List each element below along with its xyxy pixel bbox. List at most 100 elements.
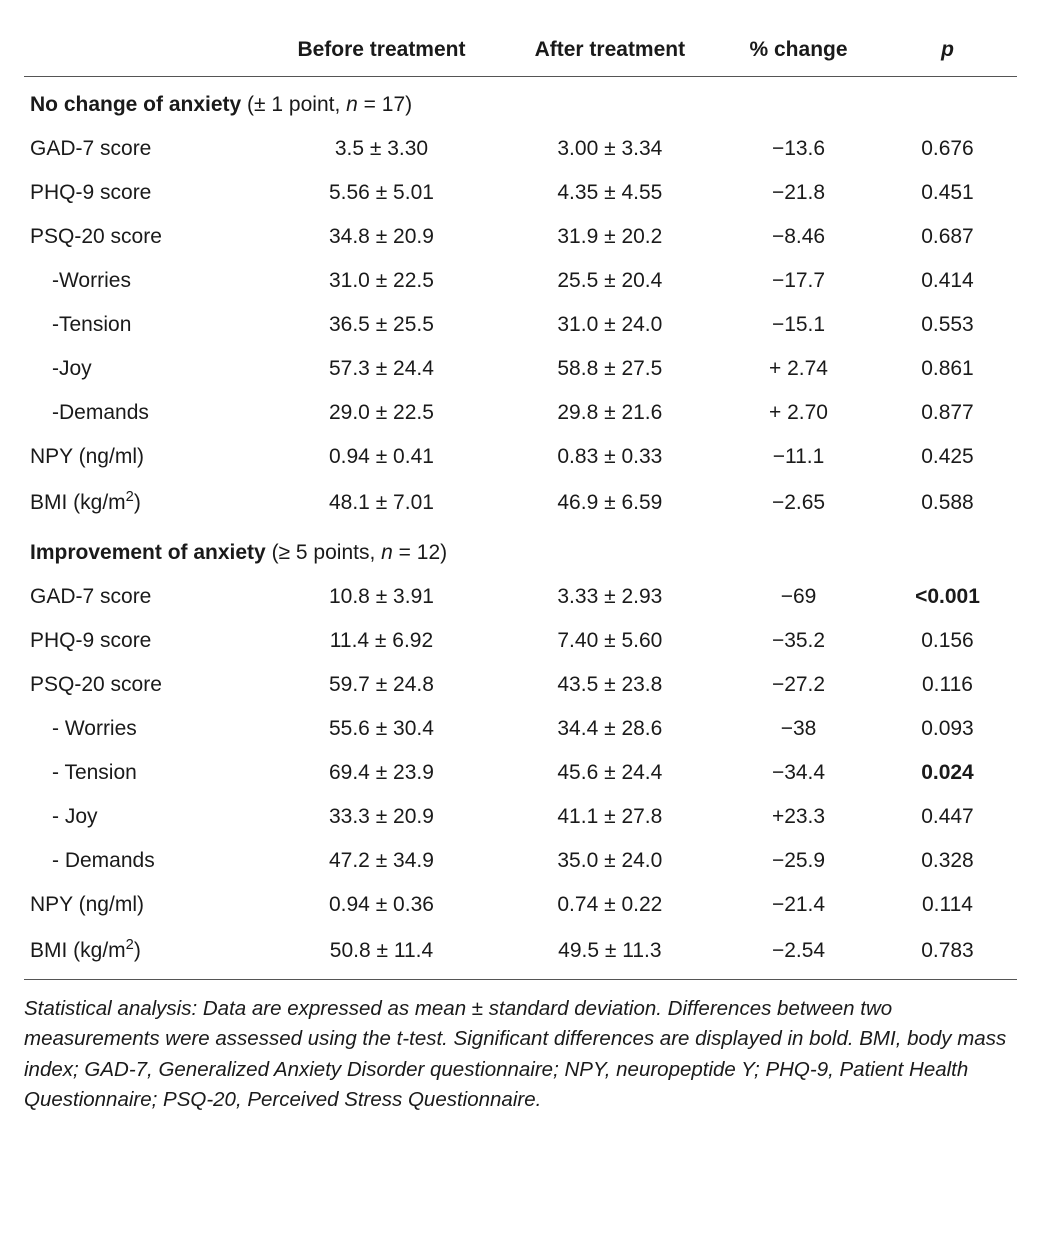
- cell-p: 0.877: [878, 391, 1017, 435]
- table-row: - Tension69.4 ± 23.945.6 ± 24.4−34.40.02…: [24, 751, 1017, 795]
- cell-p: <0.001: [878, 575, 1017, 619]
- cell-after: 29.8 ± 21.6: [501, 391, 719, 435]
- cell-before: 69.4 ± 23.9: [262, 751, 500, 795]
- row-label: - Worries: [24, 707, 262, 751]
- cell-pct: −17.7: [719, 259, 878, 303]
- col-p: p: [878, 24, 1017, 77]
- table-row: -Joy57.3 ± 24.458.8 ± 27.5+ 2.740.861: [24, 347, 1017, 391]
- cell-p: 0.114: [878, 883, 1017, 927]
- cell-before: 5.56 ± 5.01: [262, 171, 500, 215]
- cell-pct: −69: [719, 575, 878, 619]
- table-row: - Joy33.3 ± 20.941.1 ± 27.8+23.30.447: [24, 795, 1017, 839]
- cell-after: 41.1 ± 27.8: [501, 795, 719, 839]
- table-row: -Tension36.5 ± 25.531.0 ± 24.0−15.10.553: [24, 303, 1017, 347]
- cell-pct: +23.3: [719, 795, 878, 839]
- cell-p: 0.783: [878, 927, 1017, 973]
- cell-p: 0.451: [878, 171, 1017, 215]
- table-row: PSQ-20 score34.8 ± 20.931.9 ± 20.2−8.460…: [24, 215, 1017, 259]
- row-label: -Joy: [24, 347, 262, 391]
- row-label: GAD-7 score: [24, 575, 262, 619]
- row-label: -Worries: [24, 259, 262, 303]
- section-header: No change of anxiety (± 1 point, n = 17): [24, 77, 1017, 128]
- cell-after: 31.0 ± 24.0: [501, 303, 719, 347]
- cell-pct: −11.1: [719, 435, 878, 479]
- table-row: PHQ-9 score5.56 ± 5.014.35 ± 4.55−21.80.…: [24, 171, 1017, 215]
- row-label: PHQ-9 score: [24, 171, 262, 215]
- cell-p: 0.328: [878, 839, 1017, 883]
- cell-before: 0.94 ± 0.41: [262, 435, 500, 479]
- cell-before: 50.8 ± 11.4: [262, 927, 500, 973]
- cell-before: 57.3 ± 24.4: [262, 347, 500, 391]
- cell-pct: + 2.70: [719, 391, 878, 435]
- cell-after: 0.74 ± 0.22: [501, 883, 719, 927]
- cell-after: 0.83 ± 0.33: [501, 435, 719, 479]
- cell-p: 0.553: [878, 303, 1017, 347]
- footnote: Statistical analysis: Data are expressed…: [24, 979, 1017, 1115]
- table-row: PSQ-20 score59.7 ± 24.843.5 ± 23.8−27.20…: [24, 663, 1017, 707]
- results-table: Before treatment After treatment % chang…: [24, 24, 1017, 973]
- cell-pct: −2.54: [719, 927, 878, 973]
- cell-p: 0.414: [878, 259, 1017, 303]
- row-label: - Joy: [24, 795, 262, 839]
- table-row: - Demands47.2 ± 34.935.0 ± 24.0−25.90.32…: [24, 839, 1017, 883]
- cell-pct: −35.2: [719, 619, 878, 663]
- row-label: NPY (ng/ml): [24, 435, 262, 479]
- cell-p: 0.861: [878, 347, 1017, 391]
- cell-after: 7.40 ± 5.60: [501, 619, 719, 663]
- row-label: PHQ-9 score: [24, 619, 262, 663]
- row-label: PSQ-20 score: [24, 663, 262, 707]
- cell-p: 0.447: [878, 795, 1017, 839]
- table-row: NPY (ng/ml)0.94 ± 0.360.74 ± 0.22−21.40.…: [24, 883, 1017, 927]
- cell-before: 34.8 ± 20.9: [262, 215, 500, 259]
- table-row: BMI (kg/m2)48.1 ± 7.0146.9 ± 6.59−2.650.…: [24, 479, 1017, 525]
- cell-before: 29.0 ± 22.5: [262, 391, 500, 435]
- cell-p: 0.156: [878, 619, 1017, 663]
- cell-after: 49.5 ± 11.3: [501, 927, 719, 973]
- cell-after: 3.00 ± 3.34: [501, 127, 719, 171]
- cell-p: 0.116: [878, 663, 1017, 707]
- row-label: -Demands: [24, 391, 262, 435]
- col-before: Before treatment: [262, 24, 500, 77]
- row-label: GAD-7 score: [24, 127, 262, 171]
- col-blank: [24, 24, 262, 77]
- table-row: GAD-7 score10.8 ± 3.913.33 ± 2.93−69<0.0…: [24, 575, 1017, 619]
- table-row: BMI (kg/m2)50.8 ± 11.449.5 ± 11.3−2.540.…: [24, 927, 1017, 973]
- row-label: PSQ-20 score: [24, 215, 262, 259]
- section-title: Improvement of anxiety (≥ 5 points, n = …: [24, 525, 1017, 575]
- cell-p: 0.425: [878, 435, 1017, 479]
- cell-pct: −25.9: [719, 839, 878, 883]
- row-label: - Demands: [24, 839, 262, 883]
- section-title: No change of anxiety (± 1 point, n = 17): [24, 77, 1017, 128]
- cell-pct: + 2.74: [719, 347, 878, 391]
- cell-p: 0.588: [878, 479, 1017, 525]
- row-label: - Tension: [24, 751, 262, 795]
- cell-after: 58.8 ± 27.5: [501, 347, 719, 391]
- section-header: Improvement of anxiety (≥ 5 points, n = …: [24, 525, 1017, 575]
- table-row: NPY (ng/ml)0.94 ± 0.410.83 ± 0.33−11.10.…: [24, 435, 1017, 479]
- cell-after: 43.5 ± 23.8: [501, 663, 719, 707]
- cell-after: 46.9 ± 6.59: [501, 479, 719, 525]
- cell-pct: −21.8: [719, 171, 878, 215]
- cell-before: 10.8 ± 3.91: [262, 575, 500, 619]
- cell-pct: −15.1: [719, 303, 878, 347]
- cell-pct: −21.4: [719, 883, 878, 927]
- cell-p: 0.676: [878, 127, 1017, 171]
- table-body: No change of anxiety (± 1 point, n = 17)…: [24, 77, 1017, 974]
- table-head: Before treatment After treatment % chang…: [24, 24, 1017, 77]
- row-label: BMI (kg/m2): [24, 927, 262, 973]
- cell-after: 34.4 ± 28.6: [501, 707, 719, 751]
- cell-before: 47.2 ± 34.9: [262, 839, 500, 883]
- cell-after: 25.5 ± 20.4: [501, 259, 719, 303]
- cell-pct: −13.6: [719, 127, 878, 171]
- cell-after: 35.0 ± 24.0: [501, 839, 719, 883]
- table-row: GAD-7 score3.5 ± 3.303.00 ± 3.34−13.60.6…: [24, 127, 1017, 171]
- table-row: PHQ-9 score11.4 ± 6.927.40 ± 5.60−35.20.…: [24, 619, 1017, 663]
- cell-pct: −2.65: [719, 479, 878, 525]
- table-row: - Worries55.6 ± 30.434.4 ± 28.6−380.093: [24, 707, 1017, 751]
- cell-pct: −27.2: [719, 663, 878, 707]
- row-label: -Tension: [24, 303, 262, 347]
- cell-before: 31.0 ± 22.5: [262, 259, 500, 303]
- table-row: -Demands29.0 ± 22.529.8 ± 21.6+ 2.700.87…: [24, 391, 1017, 435]
- cell-p: 0.093: [878, 707, 1017, 751]
- col-after: After treatment: [501, 24, 719, 77]
